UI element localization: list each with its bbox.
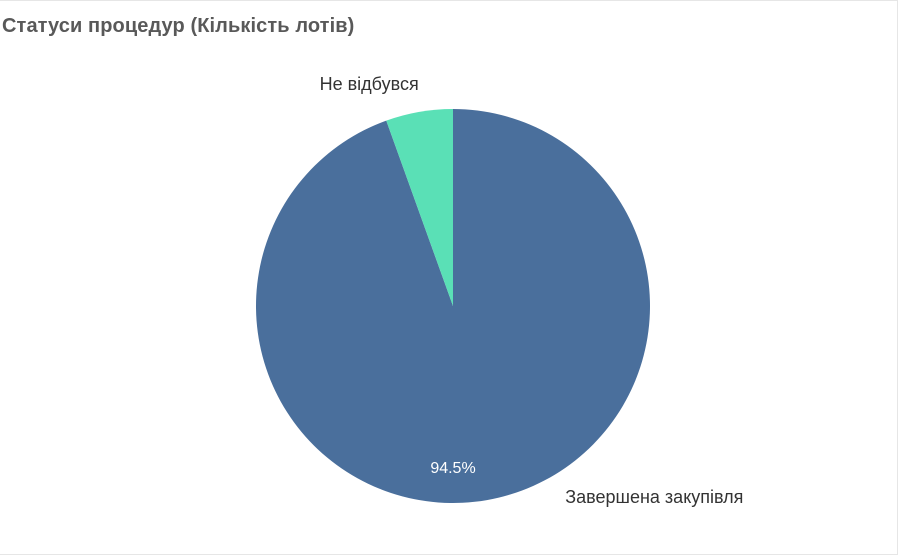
- slice-label-1: Не відбувся: [320, 74, 419, 94]
- pie-slice-1[interactable]: [386, 109, 453, 306]
- slice-value-label-0: 94.5%: [430, 460, 475, 477]
- pie-labels: Завершена закупівля 94.5% Не відбувся: [320, 74, 744, 507]
- chart-title: Статуси процедур (Кількість лотів): [2, 15, 355, 37]
- pie-slices: [256, 109, 650, 503]
- slice-label-0: Завершена закупівля: [565, 487, 743, 507]
